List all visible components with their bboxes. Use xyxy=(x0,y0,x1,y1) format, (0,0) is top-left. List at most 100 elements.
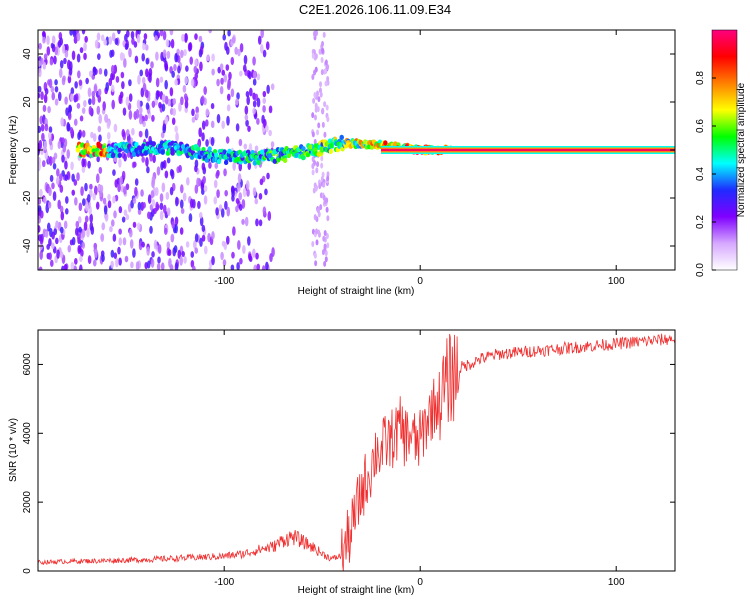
spectrogram-noise-cell xyxy=(324,80,328,87)
spectrogram-noise-cell xyxy=(123,186,127,195)
spectrogram-noise-cell xyxy=(256,263,261,270)
spectrogram-noise-cell xyxy=(326,242,330,249)
spectrogram-noise-cell xyxy=(321,107,325,114)
spectrogram-noise-cell xyxy=(41,30,46,38)
spectrogram-noise-cell xyxy=(226,104,231,112)
spectrogram-noise-cell xyxy=(231,251,235,259)
spectrogram-noise-cell xyxy=(46,46,51,56)
spectrogram-ridge-cell xyxy=(328,148,334,155)
spectrogram-noise-cell xyxy=(201,95,205,104)
spectrogram-noise-cell xyxy=(125,129,130,137)
spectrogram-noise-cell xyxy=(86,227,90,238)
spectrogram-noise-cell xyxy=(208,161,212,169)
spectrogram-noise-cell xyxy=(85,77,89,85)
spectrogram-ridge-cell xyxy=(228,157,233,163)
spectrogram-noise-cell xyxy=(112,195,116,204)
spectrogram-noise-cell xyxy=(243,54,248,65)
spectrogram-noise-cell xyxy=(182,84,187,93)
spectrogram-noise-cell xyxy=(262,105,266,113)
spectrogram-noise-cell xyxy=(318,183,322,190)
spectrogram-noise-cell xyxy=(324,59,328,66)
spectrogram-ridge-cell xyxy=(117,152,122,158)
spectrogram-y-axis-label: Frequency (Hz) xyxy=(8,116,19,185)
spectrogram-ridge-cell xyxy=(151,141,156,147)
spectrogram-noise-cell xyxy=(132,221,137,228)
spectrogram-noise-cell xyxy=(61,44,66,54)
spectrogram-noise-cell xyxy=(124,33,128,43)
spectrogram-noise-cell xyxy=(89,183,93,190)
spectrogram-noise-cell xyxy=(149,153,153,162)
spectrogram-noise-cell xyxy=(244,114,249,121)
spectrogram-noise-cell xyxy=(109,49,113,58)
spectrogram-noise-cell xyxy=(49,58,54,66)
spectrogram-noise-cell xyxy=(270,141,275,148)
spectrogram-noise-cell xyxy=(54,79,58,86)
spectrogram-noise-cell xyxy=(166,50,171,59)
spectrogram-noise-cell xyxy=(150,190,155,199)
spectrogram-ridge-cell xyxy=(144,145,149,151)
spectrogram-noise-cell xyxy=(141,53,146,62)
spectrogram-noise-cell xyxy=(59,173,63,182)
spectrogram-noise-cell xyxy=(220,251,224,261)
spectrogram-noise-cell xyxy=(74,81,78,89)
spectrogram-noise-cell xyxy=(188,213,193,223)
spectrogram-noise-cell xyxy=(311,131,315,138)
spectrogram-noise-cell xyxy=(98,134,102,143)
spectrogram-noise-cell xyxy=(110,260,114,269)
spectrogram-ridge-cell xyxy=(207,146,212,152)
spectrogram-noise-cell xyxy=(254,198,259,205)
spectrogram-noise-cell xyxy=(215,172,219,179)
spectrogram-noise-cell xyxy=(253,264,258,270)
spectrogram-ridge-cell xyxy=(301,146,306,152)
spectrogram-noise-cell xyxy=(97,125,102,133)
spectrogram-noise-cell xyxy=(252,248,256,258)
spectrogram-noise-cell xyxy=(160,262,165,270)
spectrogram-noise-cell xyxy=(145,157,149,167)
spectrogram-noise-cell xyxy=(171,117,176,126)
spectrogram-noise-cell xyxy=(174,52,178,63)
spectrogram-noise-cell xyxy=(68,66,73,76)
spectrogram-noise-cell xyxy=(262,49,267,58)
spectrogram-noise-cell xyxy=(106,131,111,140)
spectrogram-noise-cell xyxy=(194,184,199,194)
spectrogram-noise-cell xyxy=(66,121,70,132)
spectrogram-y-tick-label: -20 xyxy=(22,190,33,205)
spectrogram-ridge-cell xyxy=(96,141,101,147)
spectrogram-noise-cell xyxy=(64,49,69,58)
spectrogram-noise-cell xyxy=(235,123,240,132)
spectrogram-noise-cell xyxy=(132,197,137,204)
spectrogram-noise-cell xyxy=(66,149,71,159)
spectrogram-noise-cell xyxy=(79,47,84,54)
spectrogram-ridge-cell xyxy=(339,134,344,140)
spectrogram-noise-cell xyxy=(124,255,129,263)
spectrogram-noise-cell xyxy=(104,114,108,123)
spectrogram-noise-cell xyxy=(128,79,132,87)
spectrogram-noise-cell xyxy=(315,167,319,174)
spectrogram-noise-cell xyxy=(220,208,225,218)
spectrogram-noise-cell xyxy=(88,105,93,116)
spectrogram-noise-cell xyxy=(90,225,95,235)
colorbar-tick-label: 0.6 xyxy=(695,119,706,133)
spectrogram-noise-cell xyxy=(39,188,43,198)
spectrogram-noise-cell xyxy=(101,254,105,263)
spectrogram-noise-cell xyxy=(248,253,252,261)
spectrogram-noise-cell xyxy=(194,33,198,41)
spectrogram-ridge-cell xyxy=(83,149,88,155)
spectrogram-noise-cell xyxy=(205,139,209,147)
spectrogram-noise-cell xyxy=(265,41,270,51)
spectrogram-noise-cell xyxy=(38,266,43,270)
spectrogram-noise-cell xyxy=(164,79,168,90)
spectrogram-noise-cell xyxy=(112,233,117,242)
spectrogram-noise-cell xyxy=(159,202,164,211)
spectrogram-noise-cell xyxy=(221,69,226,76)
spectrogram-noise-cell xyxy=(198,49,203,58)
spectrogram-noise-cell xyxy=(113,210,117,219)
spectrogram-ridge-cell xyxy=(180,144,186,150)
spectrogram-noise-cell xyxy=(142,201,146,209)
spectrogram-noise-cell xyxy=(90,131,94,139)
spectrogram-noise-cell xyxy=(83,99,87,108)
spectrogram-noise-cell xyxy=(210,103,215,110)
spectrogram-noise-cell xyxy=(147,194,152,204)
spectrogram-noise-cell xyxy=(323,101,327,108)
spectrogram-noise-cell xyxy=(156,166,161,176)
